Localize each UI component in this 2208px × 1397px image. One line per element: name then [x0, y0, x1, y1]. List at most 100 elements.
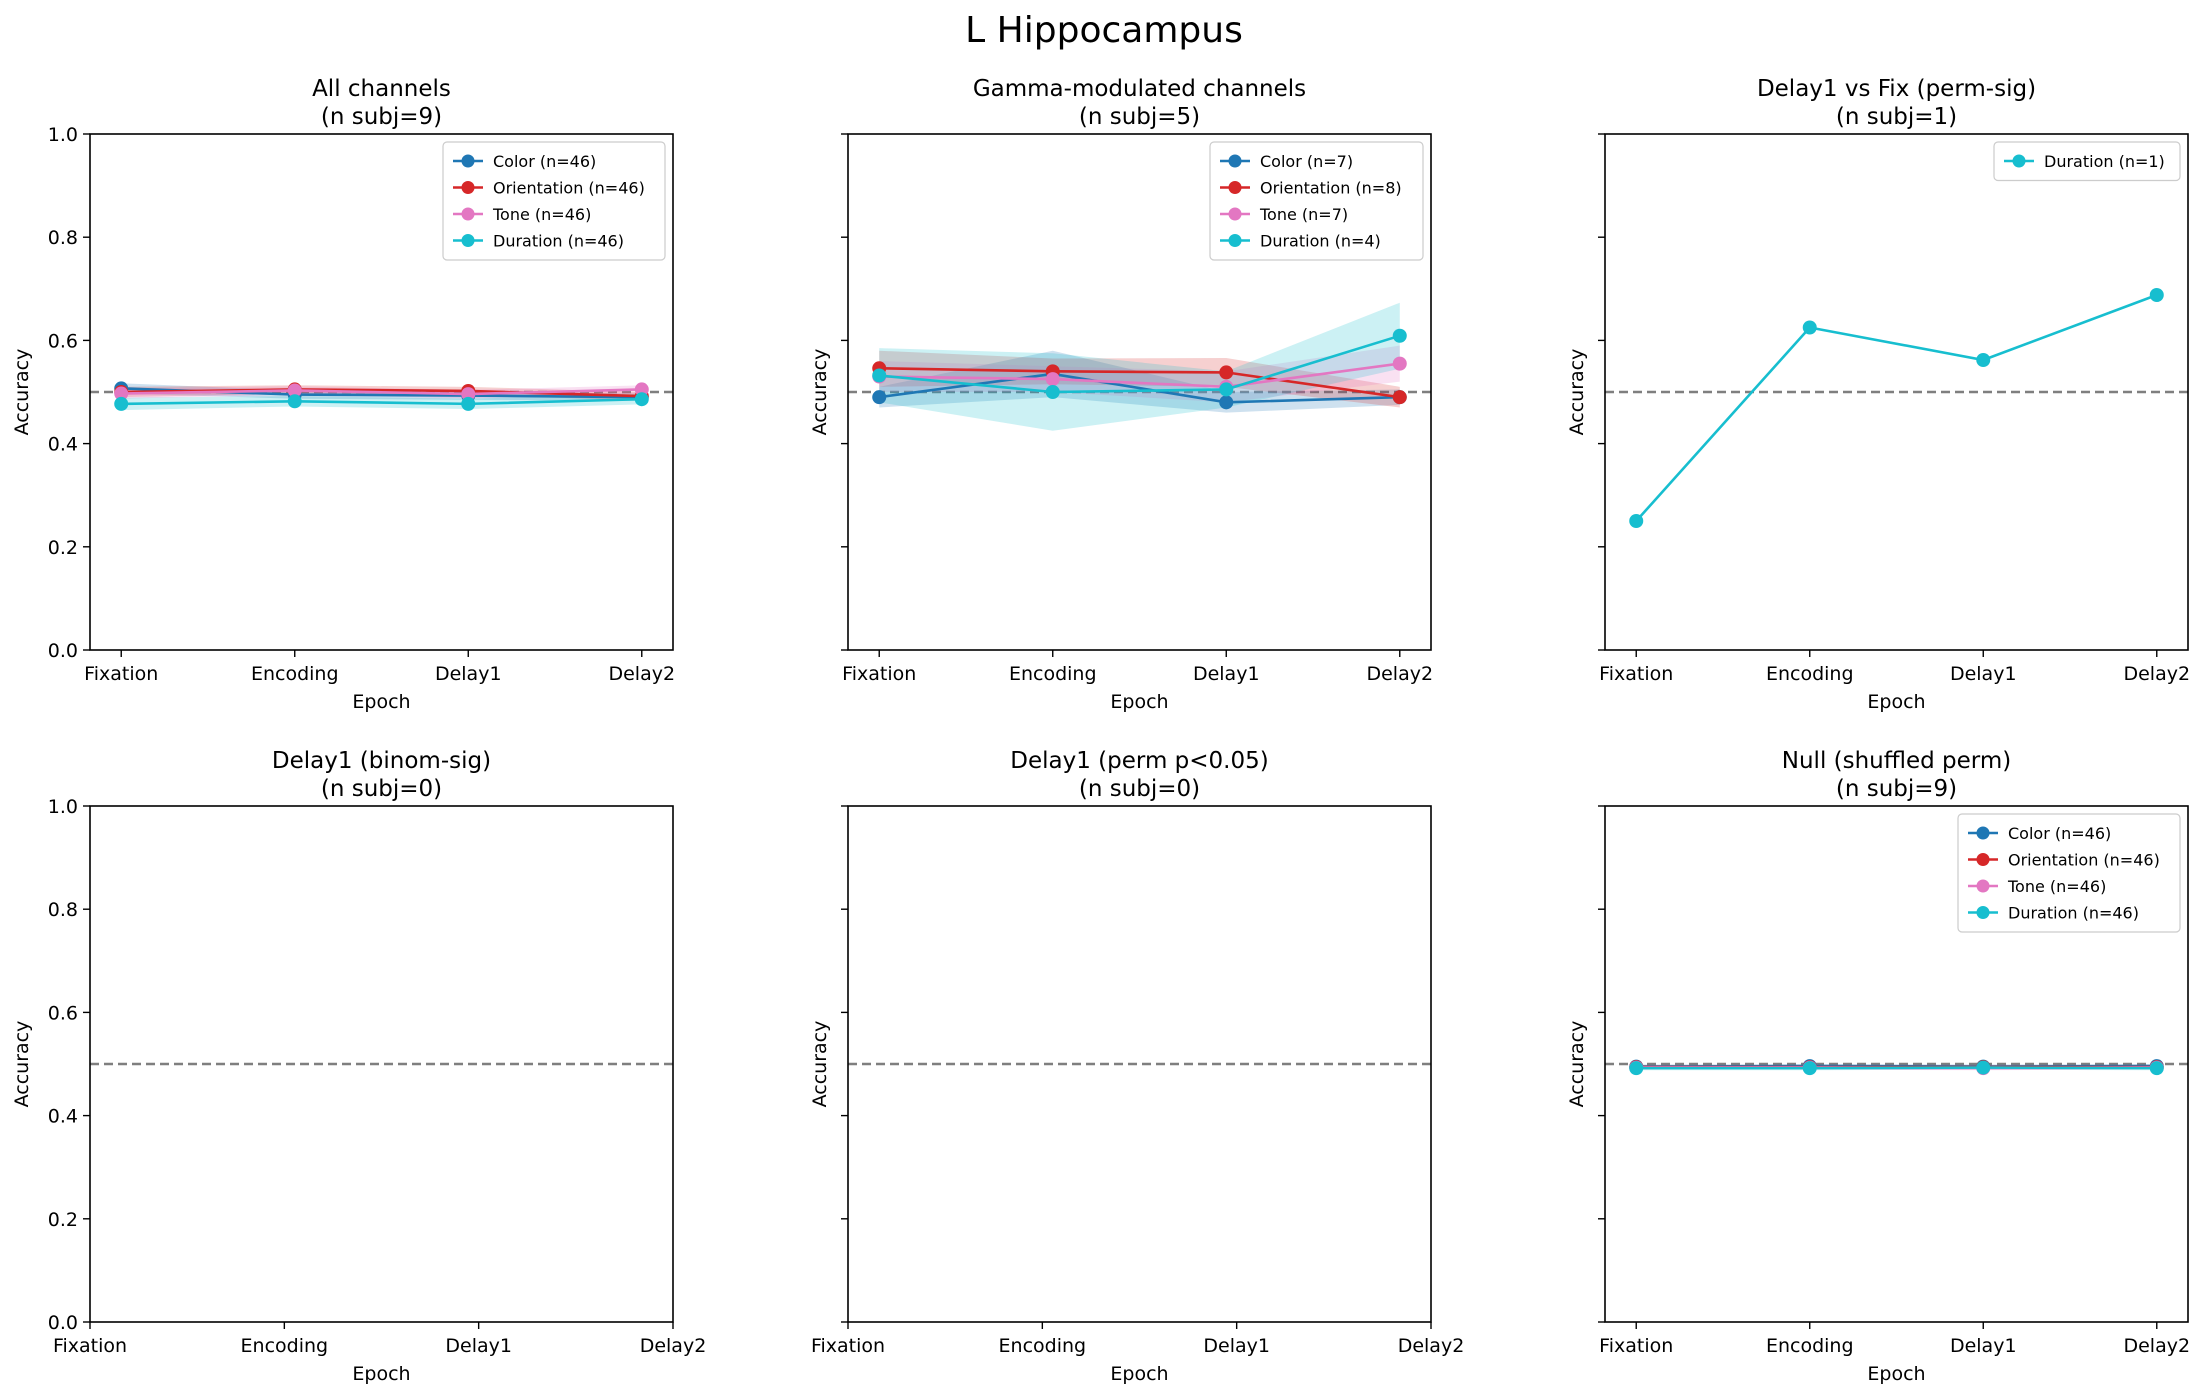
subplot-grid: All channels(n subj=9)Fixation Encoding De… [11, 76, 2190, 1385]
x-tick-label: Delay2 [1398, 1335, 1465, 1357]
x-tick-label: Delay1 [435, 663, 502, 685]
legend-box [1209, 141, 1424, 261]
data-point [1629, 514, 1644, 528]
legend: Color (n=46) Orientation (n=46) Tone (n=46… [442, 141, 666, 261]
subplot-title: Null (shuffled perm) [1782, 748, 2011, 774]
subplot-title: (n subj=5) [1079, 104, 1200, 130]
y-tick-label: 0.2 [48, 1209, 78, 1231]
subplot-title: Gamma-modulated channels [973, 76, 1306, 102]
legend-box [1993, 141, 2181, 182]
legend: Color (n=7) Orientation (n=8) Tone (n=7) Du… [1209, 141, 1424, 261]
y-tick-label: 0.8 [48, 899, 78, 921]
x-tick-label: Encoding [1766, 663, 1854, 685]
subplot-1: All channels(n subj=9) Fixation Encoding De… [11, 76, 675, 713]
data-point [2149, 1061, 2164, 1076]
legend-marker [1976, 826, 1990, 840]
subplot-6: Null (shuffled perm)(n subj=9) Fixation En… [1566, 748, 2190, 1385]
x-tick-label: Delay1 [1203, 1335, 1270, 1357]
legend-label: Tone (n=46) [492, 205, 591, 224]
y-axis-label: Accuracy [11, 349, 33, 436]
y-axis-label: Accuracy [809, 1021, 831, 1108]
legend: Duration (n=1) [1993, 141, 2181, 182]
data-point [114, 396, 129, 411]
series-line [1635, 293, 2158, 522]
legend-label: Tone (n=46) [2007, 877, 2106, 896]
x-axis-label: Epoch [1867, 1363, 1925, 1385]
data-point [1802, 1061, 1817, 1076]
data-point [1045, 385, 1060, 399]
y-tick-label: 1.0 [48, 124, 78, 146]
x-tick-label: Delay2 [1366, 663, 1433, 685]
x-tick-label: Encoding [1009, 663, 1097, 685]
legend-label: Color (n=46) [493, 152, 596, 171]
x-tick-label: Encoding [999, 1335, 1087, 1357]
axes-frame [1604, 805, 2189, 1323]
legend-box [1957, 813, 2181, 933]
legend-box [442, 141, 666, 261]
series-line [121, 397, 642, 406]
data-point [114, 386, 129, 401]
legend-label: Duration (n=46) [2008, 904, 2139, 923]
x-tick-label: Encoding [251, 663, 339, 685]
subplot-5: Delay1 (perm p<0.05)(n subj=0) Fixation En… [809, 748, 1464, 1385]
subplot-4: Delay1 (binom-sig)(n subj=0) Fixation Enco… [11, 748, 706, 1385]
data-point [634, 382, 649, 397]
legend-label: Tone (n=7) [1259, 205, 1348, 224]
legend: Color (n=46) Orientation (n=46) Tone (n=46… [1957, 813, 2181, 933]
series-line [879, 362, 1400, 389]
legend-marker [1228, 181, 1242, 194]
data-point [872, 368, 887, 383]
y-axis-label: Accuracy [809, 349, 831, 436]
subplot-title: (n subj=1) [1836, 104, 1957, 130]
x-tick-label: Delay2 [2123, 663, 2190, 685]
subplot-title: (n subj=9) [321, 104, 442, 130]
y-tick-label: 0.2 [48, 537, 78, 559]
subplot-2: Gamma-modulated channels(n subj=5) Fixati… [809, 76, 1433, 713]
axes-frame [1604, 133, 2189, 651]
legend-marker [1976, 879, 1990, 893]
x-tick-label: Encoding [1766, 1335, 1854, 1357]
x-axis-label: Epoch [1110, 1363, 1168, 1385]
data-point [1045, 372, 1060, 387]
subplot-title: Delay1 (perm p<0.05) [1010, 748, 1268, 774]
legend-marker [2012, 154, 2026, 168]
data-point [872, 390, 887, 405]
legend-label: Duration (n=46) [493, 232, 624, 251]
y-axis-label: Accuracy [1566, 1021, 1588, 1108]
data-point [634, 392, 649, 407]
data-point [2149, 287, 2164, 302]
legend-label: Orientation (n=46) [2008, 851, 2160, 870]
x-tick-label: Fixation [842, 663, 916, 685]
series-line [879, 334, 1401, 394]
subplot-title: All channels [312, 76, 451, 102]
legend-label: Duration (n=1) [2044, 152, 2165, 171]
x-tick-label: Fixation [1599, 1335, 1673, 1357]
y-tick-label: 0.0 [48, 1312, 78, 1334]
data-point [1219, 365, 1234, 380]
data-point [1976, 1060, 1991, 1075]
y-tick-label: 0.0 [48, 640, 78, 662]
subplot-title: (n subj=0) [321, 776, 442, 802]
y-axis-label: Accuracy [1566, 349, 1588, 436]
series-line [879, 366, 1400, 399]
x-tick-label: Delay2 [640, 1335, 707, 1357]
legend-marker [461, 154, 475, 168]
data-point [287, 394, 302, 409]
axes-frame [89, 133, 674, 651]
data-point [1976, 353, 1991, 368]
x-axis-label: Epoch [1110, 691, 1168, 713]
legend-marker [1228, 154, 1242, 168]
axes-frame [847, 133, 1432, 651]
data-point [1802, 320, 1817, 335]
error-band [879, 302, 1400, 431]
x-axis-label: Epoch [352, 691, 410, 713]
x-tick-label: Delay1 [1193, 663, 1260, 685]
figure-title: L Hippocampus [965, 10, 1243, 51]
subplot-3: Delay1 vs Fix (perm-sig)(n subj=1) Fixati… [1566, 76, 2190, 713]
series-line [879, 372, 1400, 404]
data-point [1392, 356, 1407, 371]
x-tick-label: Fixation [811, 1335, 885, 1357]
y-tick-label: 0.4 [48, 1106, 78, 1128]
x-tick-label: Fixation [1599, 663, 1673, 685]
